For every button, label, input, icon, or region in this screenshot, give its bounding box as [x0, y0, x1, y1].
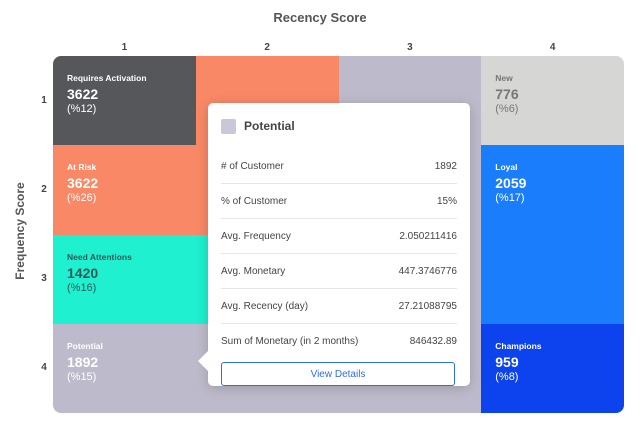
segment-percent: (%6) — [495, 103, 519, 115]
y-axis-title: Frequency Score — [13, 182, 27, 280]
segment-percent: (%12) — [67, 103, 97, 115]
segment-cell-loyal[interactable]: Loyal 2059 (%17) — [481, 145, 624, 324]
segment-cell-new[interactable]: New 776 (%6) — [481, 56, 624, 146]
segment-name: Potential — [67, 340, 103, 351]
segment-name: Need Attentions — [67, 251, 132, 262]
segment-name: At Risk — [67, 162, 97, 173]
tooltip-row: # of Customer 1892 — [221, 149, 457, 184]
segment-count: 1420 — [67, 264, 99, 281]
segment-count: 2059 — [495, 175, 527, 192]
tooltip-row: Sum of Monetary (in 2 months) 846432.89 — [221, 324, 457, 358]
tooltip-row: % of Customer 15% — [221, 184, 457, 219]
tooltip-pointer — [198, 351, 208, 371]
x-tick-label: 3 — [407, 42, 413, 53]
y-tick-label: 4 — [41, 362, 47, 374]
x-tick-label: 4 — [549, 42, 556, 53]
segment-cell-champions[interactable]: Champions 959 (%8) — [481, 323, 624, 413]
y-tick-label: 1 — [41, 94, 47, 106]
tooltip-row-label: Avg. Monetary — [221, 265, 286, 277]
segment-count: 776 — [495, 86, 519, 102]
segment-percent: (%17) — [495, 192, 525, 205]
view-details-button[interactable]: View Details — [221, 362, 455, 386]
tooltip-title: Potential — [244, 119, 295, 133]
tooltip-row-value: 846432.89 — [409, 335, 457, 347]
segment-name: New — [495, 73, 513, 83]
tooltip-metrics: # of Customer 1892 % of Customer 15% Avg. Fr… — [221, 149, 457, 358]
tooltip-row-label: # of Customer — [221, 160, 284, 172]
segment-percent: (%16) — [67, 281, 97, 294]
tooltip-row-label: % of Customer — [221, 195, 288, 207]
segment-count: 1892 — [67, 353, 99, 370]
tooltip-row-value: 15% — [436, 195, 457, 207]
tooltip-color-swatch — [221, 118, 236, 134]
segment-tooltip: Potential # of Customer 1892 % of Customer… — [198, 103, 470, 386]
x-axis-title: Recency Score — [273, 10, 367, 25]
segment-cell-requires-activation[interactable]: Requires Activation 3622 (%12) — [53, 56, 196, 146]
segment-name: Requires Activation — [67, 73, 147, 83]
tooltip-header: Potential — [221, 103, 457, 149]
segment-count: 959 — [495, 353, 519, 370]
tooltip-row-label: Sum of Monetary (in 2 months) — [221, 335, 359, 347]
tooltip-row-value: 27.21088795 — [398, 300, 457, 312]
tooltip-row-label: Avg. Recency (day) — [221, 300, 309, 312]
segment-count: 3622 — [67, 175, 99, 192]
tooltip-row: Avg. Frequency 2.050211416 — [221, 219, 457, 254]
tooltip-row-value: 1892 — [434, 160, 457, 172]
tooltip-row-label: Avg. Frequency — [221, 230, 291, 242]
segment-percent: (%26) — [67, 192, 97, 205]
y-tick-label: 3 — [41, 273, 47, 285]
tooltip-row: Avg. Monetary 447.3746776 — [221, 254, 457, 289]
segment-percent: (%8) — [495, 370, 519, 383]
tooltip-row-value: 447.3746776 — [398, 265, 457, 277]
segment-count: 3622 — [67, 86, 99, 102]
y-tick-label: 2 — [41, 183, 47, 195]
segment-name: Loyal — [495, 162, 518, 173]
tooltip-row-value: 2.050211416 — [399, 230, 457, 242]
tooltip-row: Avg. Recency (day) 27.21088795 — [221, 289, 457, 324]
segment-name: Champions — [495, 340, 542, 351]
segment-percent: (%15) — [67, 370, 97, 383]
x-tick-label: 1 — [121, 42, 128, 53]
x-tick-label: 2 — [264, 42, 270, 53]
